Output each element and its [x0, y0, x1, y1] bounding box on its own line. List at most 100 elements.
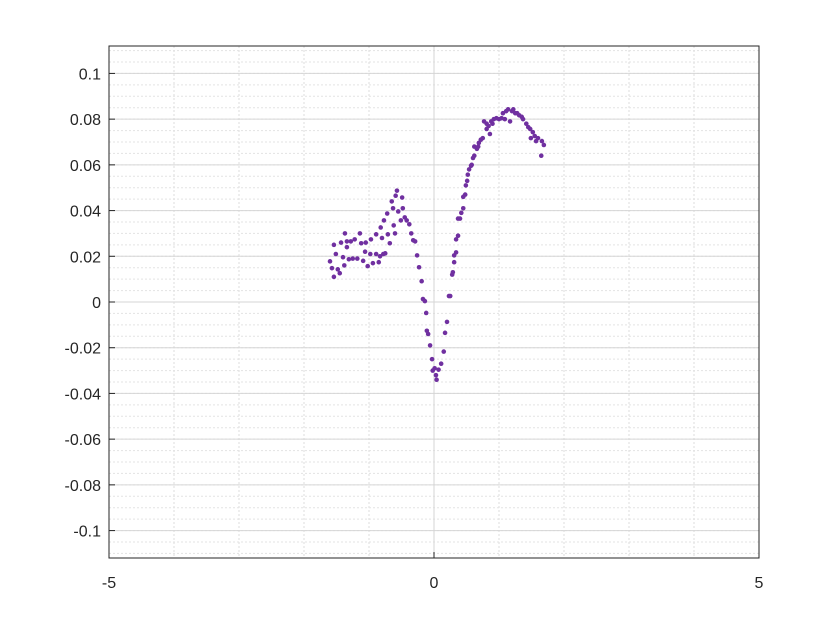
y-tick-label: 0.1	[79, 66, 101, 83]
data-point	[438, 361, 444, 367]
data-point	[469, 162, 475, 168]
data-point	[342, 263, 347, 268]
y-tick-label: -0.04	[65, 386, 102, 403]
data-point	[412, 239, 418, 244]
data-point	[436, 367, 441, 372]
data-point	[520, 116, 526, 122]
data-point	[425, 331, 431, 337]
data-point	[344, 244, 350, 250]
y-tick-label: 0.06	[70, 158, 101, 175]
y-tick-label: 0.04	[70, 204, 101, 221]
data-point	[530, 129, 536, 135]
data-point	[327, 259, 333, 264]
data-point	[462, 192, 468, 197]
data-point	[342, 231, 348, 236]
data-point	[408, 231, 414, 236]
y-tick-label: 0.02	[70, 249, 101, 266]
data-point	[368, 237, 374, 242]
data-point	[373, 251, 379, 257]
data-point	[460, 205, 466, 211]
data-point	[378, 225, 384, 230]
data-point	[511, 107, 516, 112]
data-point	[434, 377, 439, 383]
data-point	[457, 216, 463, 221]
data-point	[360, 258, 366, 264]
data-point	[539, 138, 545, 144]
data-point	[487, 131, 493, 137]
data-point	[459, 210, 464, 216]
data-point	[365, 263, 371, 269]
data-point	[392, 231, 398, 236]
data-point	[414, 253, 420, 258]
data-point	[398, 218, 404, 223]
data-point	[363, 240, 369, 245]
data-point	[376, 259, 382, 265]
data-point	[505, 107, 511, 112]
data-point	[394, 188, 400, 193]
data-point	[335, 267, 341, 272]
data-point	[528, 135, 534, 141]
data-point	[432, 365, 437, 371]
grid	[108, 46, 760, 558]
data-point	[373, 232, 379, 237]
x-tick-label: 0	[430, 575, 439, 592]
data-point	[348, 239, 354, 244]
data-point	[480, 135, 486, 141]
data-point	[358, 240, 364, 246]
data-point	[433, 372, 439, 378]
data-point	[379, 235, 385, 241]
data-point	[385, 232, 391, 237]
data-point	[527, 126, 533, 132]
data-point	[329, 265, 335, 271]
data-point	[451, 259, 457, 265]
data-point	[466, 167, 472, 172]
data-point	[352, 237, 358, 242]
data-point	[507, 119, 513, 124]
y-tick-label: -0.08	[65, 478, 102, 495]
data-point	[429, 356, 435, 362]
data-point	[475, 144, 481, 149]
data-point	[384, 211, 390, 216]
data-point	[538, 153, 544, 159]
data-point	[382, 251, 388, 256]
data-point	[340, 254, 346, 260]
data-point	[390, 205, 396, 211]
data-point	[391, 223, 397, 228]
data-point	[464, 178, 470, 184]
data-point	[399, 195, 405, 200]
data-point	[444, 319, 450, 325]
y-tick-label: -0.02	[65, 341, 102, 358]
data-point	[362, 249, 368, 255]
data-point	[400, 205, 406, 211]
data-point	[423, 310, 429, 316]
data-point	[404, 218, 410, 223]
data-point	[490, 121, 495, 127]
data-point	[486, 123, 491, 129]
data-point	[344, 239, 350, 244]
data-point	[346, 256, 352, 262]
data-point	[337, 270, 343, 276]
data-point	[524, 121, 529, 127]
data-point	[393, 193, 398, 199]
data-point	[331, 274, 337, 280]
data-point	[370, 260, 376, 266]
ticks: -5 0 5 -0.1 -0.08 -0.06 -0.04 -0.02 0 0.02 0.04 0.0…	[65, 66, 764, 592]
data-point	[447, 293, 453, 299]
data-point	[350, 256, 356, 261]
y-tick-label: -0.1	[73, 524, 101, 541]
data-point	[333, 251, 339, 257]
data-point	[465, 172, 471, 177]
data-point	[422, 298, 428, 304]
data-point	[416, 264, 422, 270]
data-points	[327, 107, 547, 383]
data-point	[395, 209, 401, 214]
data-point	[450, 269, 456, 275]
data-point	[357, 231, 363, 236]
y-tick-label: 0	[92, 295, 101, 312]
data-point	[535, 135, 541, 141]
data-point	[502, 116, 508, 122]
y-tick-label: -0.06	[65, 432, 102, 449]
data-point	[368, 251, 373, 257]
data-point	[463, 183, 469, 188]
data-point	[331, 242, 337, 248]
